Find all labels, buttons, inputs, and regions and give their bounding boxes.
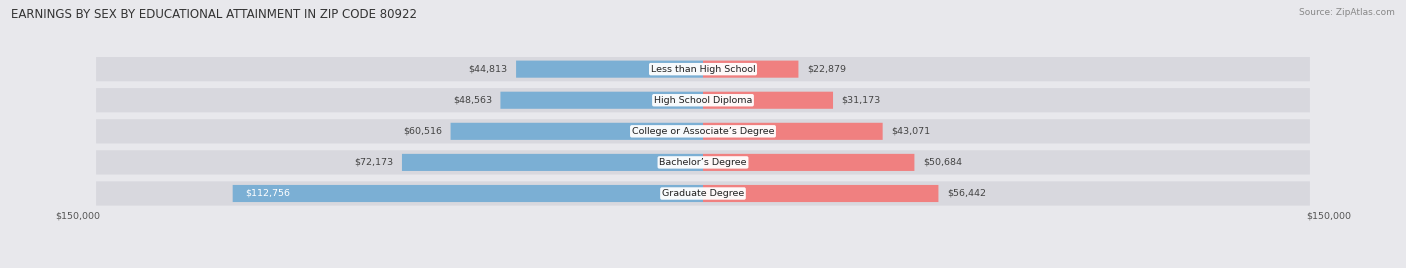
- FancyBboxPatch shape: [516, 61, 703, 78]
- FancyBboxPatch shape: [232, 185, 703, 202]
- FancyBboxPatch shape: [703, 185, 938, 202]
- FancyBboxPatch shape: [96, 150, 1310, 174]
- FancyBboxPatch shape: [450, 123, 703, 140]
- FancyBboxPatch shape: [96, 88, 1310, 112]
- Text: Graduate Degree: Graduate Degree: [662, 189, 744, 198]
- FancyBboxPatch shape: [703, 61, 799, 78]
- Legend: Male, Female: Male, Female: [650, 266, 756, 268]
- Text: Source: ZipAtlas.com: Source: ZipAtlas.com: [1299, 8, 1395, 17]
- FancyBboxPatch shape: [703, 154, 914, 171]
- FancyBboxPatch shape: [96, 57, 1310, 81]
- FancyBboxPatch shape: [501, 92, 703, 109]
- Text: College or Associate’s Degree: College or Associate’s Degree: [631, 127, 775, 136]
- Text: $72,173: $72,173: [354, 158, 394, 167]
- Text: $112,756: $112,756: [245, 189, 290, 198]
- Text: $48,563: $48,563: [453, 96, 492, 105]
- Text: $43,071: $43,071: [891, 127, 931, 136]
- Text: $56,442: $56,442: [946, 189, 986, 198]
- Text: $22,879: $22,879: [807, 65, 846, 74]
- Text: Bachelor’s Degree: Bachelor’s Degree: [659, 158, 747, 167]
- Text: Less than High School: Less than High School: [651, 65, 755, 74]
- Text: $31,173: $31,173: [841, 96, 880, 105]
- FancyBboxPatch shape: [703, 92, 832, 109]
- FancyBboxPatch shape: [96, 119, 1310, 143]
- FancyBboxPatch shape: [402, 154, 703, 171]
- Text: $60,516: $60,516: [404, 127, 443, 136]
- Text: EARNINGS BY SEX BY EDUCATIONAL ATTAINMENT IN ZIP CODE 80922: EARNINGS BY SEX BY EDUCATIONAL ATTAINMEN…: [11, 8, 418, 21]
- Text: $44,813: $44,813: [468, 65, 508, 74]
- FancyBboxPatch shape: [96, 181, 1310, 206]
- Text: $50,684: $50,684: [922, 158, 962, 167]
- FancyBboxPatch shape: [703, 123, 883, 140]
- Text: High School Diploma: High School Diploma: [654, 96, 752, 105]
